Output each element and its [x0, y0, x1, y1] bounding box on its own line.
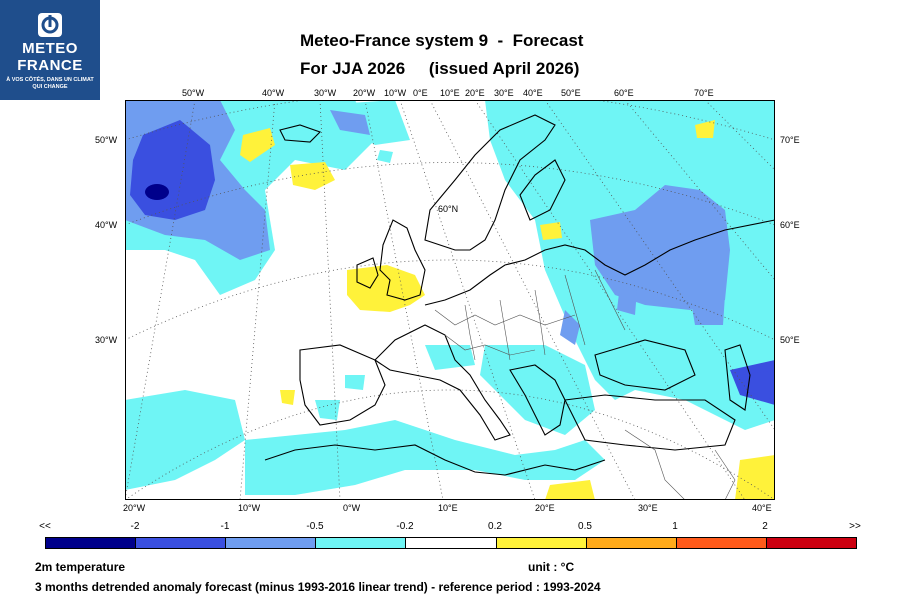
map-title-line2: For JJA 2026 (issued April 2026): [300, 59, 579, 79]
left-grid-label: 40°W: [95, 220, 117, 230]
top-lon-label: 10°E: [440, 88, 460, 98]
right-grid-label: 60°E: [780, 220, 800, 230]
colorbar-tick: 1: [672, 521, 678, 532]
top-lon-label: 10°W: [384, 88, 406, 98]
colorbar-swatch: [406, 538, 496, 548]
colorbar-swatch: [497, 538, 587, 548]
right-grid-label: 50°E: [780, 335, 800, 345]
right-grid-label: 70°E: [780, 135, 800, 145]
colorbar-tick: -1: [221, 521, 230, 532]
top-lon-label: 50°W: [182, 88, 204, 98]
bottom-lon-label: 10°E: [438, 503, 458, 513]
colorbar-swatch: [316, 538, 406, 548]
colorbar: [45, 537, 857, 549]
colorbar-swatch: [587, 538, 677, 548]
meteo-france-logo: METEO FRANCE À VOS CÔTÉS, DANS UN CLIMAT…: [0, 0, 100, 100]
colorbar-tick: 2: [762, 521, 768, 532]
anomaly-area-yellow: [280, 390, 295, 405]
meteo-france-emblem-icon: [37, 12, 63, 38]
bottom-lon-label: 10°W: [238, 503, 260, 513]
top-lon-label: 0°E: [413, 88, 428, 98]
anomaly-area-cyan: [345, 375, 365, 390]
top-lon-label: 30°E: [494, 88, 514, 98]
bottom-lon-label: 30°E: [638, 503, 658, 513]
bottom-lon-label: 40°E: [752, 503, 772, 513]
colorbar-swatch: [136, 538, 226, 548]
logo-text-meteo: METEO: [0, 40, 100, 57]
colorbar-swatch: [226, 538, 316, 548]
colorbar-tick: >>: [849, 521, 861, 532]
top-lon-label: 50°E: [561, 88, 581, 98]
top-lon-label: 40°W: [262, 88, 284, 98]
top-lon-label: 60°E: [614, 88, 634, 98]
colorbar-swatch: [46, 538, 136, 548]
bottom-lon-label: 20°E: [535, 503, 555, 513]
top-lon-label: 20°W: [353, 88, 375, 98]
anomaly-map-canvas: 60°N: [125, 100, 775, 500]
bottom-lon-label: 20°W: [123, 503, 145, 513]
colorbar-tick: -0.2: [396, 521, 413, 532]
left-grid-label: 30°W: [95, 335, 117, 345]
top-lon-label: 70°E: [694, 88, 714, 98]
colorbar-swatch: [677, 538, 767, 548]
left-grid-label: 50°W: [95, 135, 117, 145]
description-label: 3 months detrended anomaly forecast (min…: [35, 580, 601, 594]
colorbar-swatch: [767, 538, 856, 548]
colorbar-tick: -2: [131, 521, 140, 532]
bottom-lon-label: 0°W: [343, 503, 360, 513]
anomaly-area-blue: [690, 295, 725, 325]
colorbar-tick-labels: << -2 -1 -0.5 -0.2 0.2 0.5 1 2 >>: [0, 521, 900, 535]
map-title-line1: Meteo-France system 9 - Forecast: [300, 31, 583, 51]
top-lon-label: 30°W: [314, 88, 336, 98]
anomaly-area-blue: [617, 285, 637, 315]
unit-label: unit : °C: [528, 560, 574, 574]
variable-label: 2m temperature: [35, 560, 125, 574]
colorbar-tick: 0.2: [488, 521, 502, 532]
colorbar-tick: -0.5: [306, 521, 323, 532]
anomaly-area-yellow: [735, 455, 775, 500]
logo-tagline: À VOS CÔTÉS, DANS UN CLIMAT QUI CHANGE: [6, 77, 94, 91]
graticule-label-60n: 60°N: [438, 204, 458, 214]
colorbar-tick: <<: [39, 521, 51, 532]
top-lon-label: 20°E: [465, 88, 485, 98]
anomaly-map: 60°N: [125, 100, 775, 500]
anomaly-area-navy: [145, 184, 169, 200]
colorbar-tick: 0.5: [578, 521, 592, 532]
top-lon-label: 40°E: [523, 88, 543, 98]
anomaly-area-yellow: [540, 222, 562, 240]
logo-text-france: FRANCE: [0, 57, 100, 74]
